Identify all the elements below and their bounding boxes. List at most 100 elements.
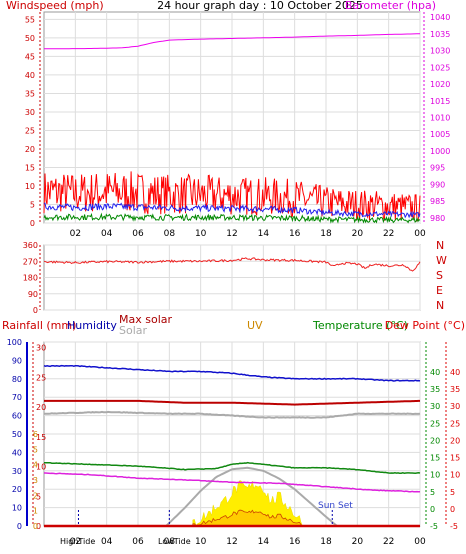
temp-tick-label: 20 (430, 436, 440, 445)
uv-tick-label: 3 (33, 476, 38, 485)
humidity-line (43, 364, 421, 382)
temp-tick-label: 35 (430, 385, 440, 394)
x-tick-label: 20 (352, 229, 364, 239)
x-tick-label: 18 (320, 537, 332, 547)
solar-legend: Solar (119, 324, 148, 337)
rain-tick-label: 0 (36, 522, 41, 531)
barometer-tick-label: 985 (430, 197, 445, 206)
humidity-tick-label: 40 (12, 448, 22, 457)
x-tick-label: 04 (101, 537, 113, 547)
temp-tick-label: 5 (430, 488, 435, 497)
wind-tick-label: 55 (25, 15, 35, 24)
dew-tick-label: -5 (450, 522, 458, 531)
uv-tick-label: 6 (33, 430, 38, 439)
wind-tick-label: 15 (25, 163, 35, 172)
x-tick-label: 02 (70, 537, 81, 547)
barometer-tick-label: 990 (430, 180, 445, 189)
barometer-tick-label: 1000 (430, 147, 450, 156)
dew-point-legend: Dew Point (°C) (385, 319, 465, 332)
chart-title: 24 hour graph day : 10 October 2025 (157, 0, 363, 12)
x-tick-label: 06 (132, 537, 144, 547)
dew-tick-label: 35 (450, 385, 460, 394)
temp-tick-label: 10 (430, 471, 440, 480)
humidity-tick-label: 100 (7, 338, 22, 347)
barometer-line (44, 33, 420, 50)
high-tide-label: HighTide (60, 537, 95, 546)
x-tick-label: 16 (289, 537, 301, 547)
wind-tick-label: 20 (25, 145, 35, 154)
wind-tick-label: 50 (25, 34, 35, 43)
uv-index-area (192, 480, 303, 527)
sun-set-label: Sun Set (318, 501, 353, 511)
wind-tick-label: 40 (25, 71, 35, 80)
dew-point-line (44, 472, 421, 493)
x-tick-label: 14 (258, 229, 270, 239)
rain-tick-label: 10 (36, 463, 46, 472)
humidity-tick-label: 50 (12, 430, 22, 439)
compass-label: N (436, 239, 444, 252)
uv-tick-label: 1 (33, 507, 38, 516)
wind-tick-label: 35 (25, 89, 35, 98)
rain-tick-label: 20 (36, 403, 46, 412)
low-tide-label: LowTide (158, 537, 191, 546)
rain-tick-label: 5 (36, 492, 41, 501)
wind-tick-label: 0 (30, 219, 35, 228)
uv-tick-label: 2 (33, 491, 38, 500)
wind-tick-label: 5 (30, 200, 35, 209)
x-tick-label: 12 (226, 229, 237, 239)
temperature-line (44, 461, 421, 474)
dew-tick-label: 0 (450, 505, 455, 514)
baseline-red-line (44, 399, 420, 406)
temp-tick-label: -5 (430, 522, 438, 531)
barometer-tick-label: 995 (430, 164, 445, 173)
barometer-axis-title: Barometer (hpa) (345, 0, 436, 12)
solar-radiation-line (165, 466, 338, 527)
compass-label: E (436, 284, 443, 297)
wind-tick-label: 30 (25, 108, 35, 117)
humidity-tick-label: 30 (12, 467, 22, 476)
x-tick-label: 22 (383, 229, 394, 239)
compass-label: N (436, 299, 444, 312)
temperature-legend: Temperature (°C) (312, 319, 408, 332)
temp-tick-label: 0 (430, 505, 435, 514)
x-tick-label: 00 (414, 229, 426, 239)
temp-tick-label: 15 (430, 454, 440, 463)
humidity-tick-label: 90 (12, 356, 22, 365)
humidity-tick-label: 10 (12, 504, 22, 513)
wind-average-line (43, 202, 421, 219)
temp-humidity-solar-panel: Rainfall (mm) Humidity Max solar Solar U… (2, 313, 465, 547)
wind-speed-line (43, 212, 421, 224)
dew-tick-label: 20 (450, 436, 460, 445)
barometer-tick-label: 1035 (430, 30, 450, 39)
uv-legend: UV (247, 319, 263, 332)
x-tick-label: 12 (226, 537, 237, 547)
x-tick-label: 14 (258, 537, 270, 547)
barometer-tick-label: 1005 (430, 130, 450, 139)
wind-tick-label: 10 (25, 182, 35, 191)
humidity-legend: Humidity (67, 319, 117, 332)
barometer-tick-label: 1025 (430, 63, 450, 72)
barometer-tick-label: 980 (430, 214, 445, 223)
wind-direction-line (43, 257, 421, 272)
rain-tick-label: 15 (36, 433, 46, 442)
x-tick-label: 16 (289, 229, 301, 239)
uv-tick-label: 5 (33, 445, 38, 454)
barometer-tick-label: 1010 (430, 114, 450, 123)
x-tick-label: 18 (320, 229, 332, 239)
x-tick-label: 10 (195, 229, 207, 239)
compass-label: S (436, 269, 443, 282)
dew-tick-label: 10 (450, 471, 460, 480)
dew-tick-label: 40 (450, 368, 460, 377)
direction-tick-label: 360 (23, 241, 38, 250)
max-solar-legend: Max solar (119, 313, 172, 326)
barometer-tick-label: 1040 (430, 13, 450, 22)
x-tick-label: 06 (132, 229, 144, 239)
humidity-tick-label: 60 (12, 412, 22, 421)
direction-tick-label: 90 (28, 290, 38, 299)
rain-tick-label: 30 (36, 344, 46, 353)
humidity-tick-label: 20 (12, 485, 22, 494)
x-tick-label: 22 (383, 537, 394, 547)
x-tick-label: 08 (164, 537, 176, 547)
direction-tick-label: 270 (23, 257, 38, 266)
